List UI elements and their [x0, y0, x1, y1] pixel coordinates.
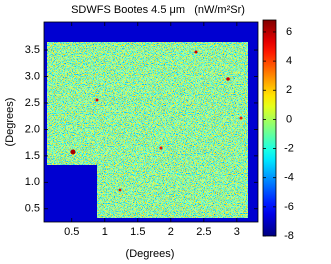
- source: [226, 77, 230, 81]
- y-tick-label: 1.5: [25, 150, 40, 162]
- bright-sources: [70, 50, 243, 192]
- x-tick-label: 2.5: [196, 226, 211, 238]
- x-tick-label: 1.5: [130, 226, 145, 238]
- source: [70, 149, 76, 155]
- colorbar-tick-label: -6: [284, 201, 294, 213]
- source: [239, 116, 243, 120]
- y-tick-label: 3.0: [25, 70, 40, 82]
- source: [118, 188, 122, 192]
- x-tick-label: 1: [102, 226, 108, 238]
- chart-title: SDWFS Bootes 4.5 μm (nW/m²Sr): [71, 4, 245, 16]
- y-tick-label: 0.5: [25, 203, 40, 215]
- y-tick-label: 2.5: [25, 97, 40, 109]
- colorbar-tick-label: -4: [284, 172, 294, 184]
- y-axis-label: (Degrees): [4, 98, 16, 147]
- axes-frame: [43, 21, 259, 223]
- x-axis-label: (Degrees): [126, 248, 175, 260]
- source: [159, 146, 163, 150]
- colorbar-tick-label: 6: [286, 26, 292, 38]
- x-tick-label: 3: [234, 226, 240, 238]
- y-tick-label: 1.0: [25, 176, 40, 188]
- colorbar-tick-label: 4: [286, 55, 292, 67]
- x-tick-label: 2: [168, 226, 174, 238]
- source: [194, 50, 198, 54]
- x-tick-label: 0.5: [64, 226, 79, 238]
- colorbar-tick-label: -2: [284, 142, 294, 154]
- colorbar-tick-label: -8: [284, 230, 294, 242]
- colorbar: [262, 19, 277, 237]
- colorbar-tick-label: 0: [286, 113, 292, 125]
- y-tick-label: 2.0: [25, 123, 40, 135]
- y-tick-label: 3.5: [25, 44, 40, 56]
- source: [95, 98, 99, 102]
- colorbar-tick-label: 2: [286, 84, 292, 96]
